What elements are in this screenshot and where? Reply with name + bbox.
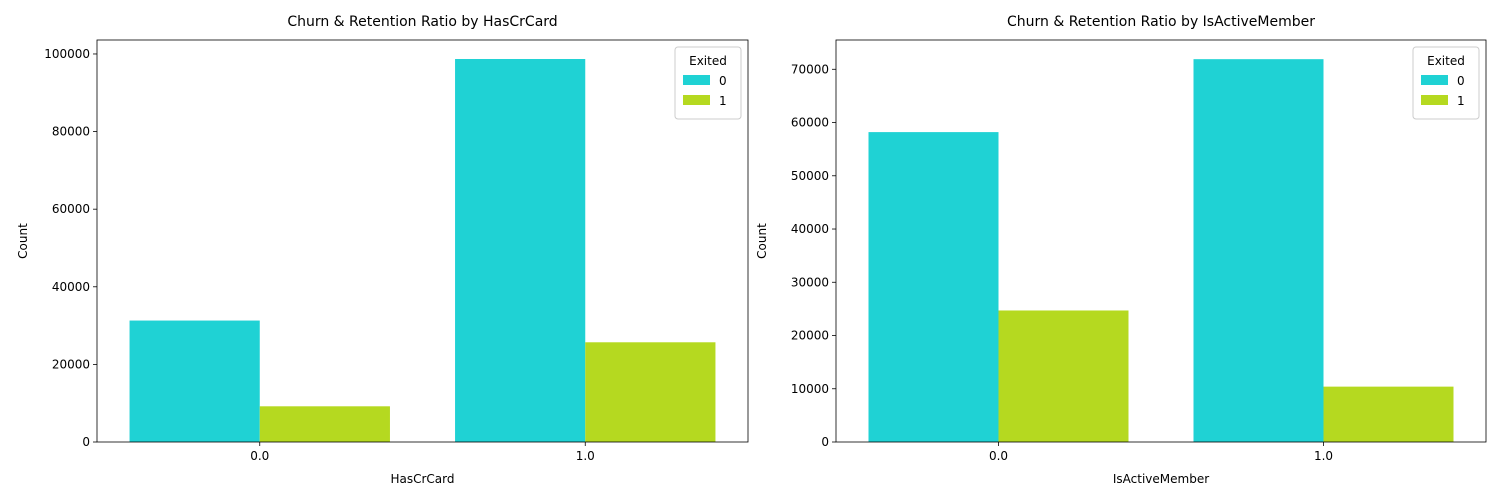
legend-swatch-1 — [683, 95, 710, 105]
y-tick-label: 20000 — [52, 357, 90, 371]
y-tick-label: 0 — [82, 435, 90, 449]
y-tick-label: 20000 — [791, 329, 829, 343]
legend-label-1: 1 — [1457, 94, 1465, 108]
y-axis-label: Count — [755, 223, 769, 259]
legend-title: Exited — [1427, 54, 1465, 68]
y-tick-label: 70000 — [791, 62, 829, 76]
x-tick-label: 1.0 — [576, 449, 595, 463]
bar-series-0-cat-1 — [455, 59, 586, 442]
legend: Exited 0 1 — [674, 46, 742, 120]
bar-series-0-cat-0 — [868, 132, 999, 443]
legend-swatch-0 — [1421, 75, 1448, 85]
y-tick-label: 60000 — [791, 116, 829, 130]
legend-swatch-1 — [1421, 95, 1448, 105]
bar-series-0-cat-1 — [1193, 59, 1324, 443]
plot-frame — [835, 39, 1487, 443]
chart-panel-2: 0 10000 20000 30000 40000 50000 60000 70000 0.0 1… — [755, 14, 1487, 486]
bar-series-0-cat-0 — [129, 320, 260, 442]
legend-title: Exited — [689, 54, 727, 68]
y-tick-label: 100000 — [44, 47, 90, 61]
chart-title: Churn & Retention Ratio by IsActiveMembe… — [1007, 14, 1315, 30]
legend-swatch-0 — [683, 75, 710, 85]
bar-series-1-cat-0 — [259, 406, 390, 442]
legend-label-0: 0 — [719, 74, 727, 88]
bar-series-1-cat-1 — [1323, 386, 1454, 442]
chart-panel-1: 0 20000 40000 60000 80000 100000 0.0 1.0 Churn &… — [16, 14, 749, 486]
y-tick-label: 50000 — [791, 169, 829, 183]
y-tick-label: 60000 — [52, 202, 90, 216]
y-tick-label: 10000 — [791, 382, 829, 396]
y-axis-label: Count — [16, 223, 30, 259]
bar-series-1-cat-1 — [585, 342, 716, 442]
y-tick-label: 0 — [821, 435, 829, 449]
x-axis-label: HasCrCard — [390, 472, 454, 486]
plot-frame — [96, 39, 749, 443]
y-tick-label: 30000 — [791, 275, 829, 289]
x-tick-label: 1.0 — [1314, 449, 1333, 463]
y-tick-label: 40000 — [52, 280, 90, 294]
y-tick-label: 80000 — [52, 125, 90, 139]
x-tick-label: 0.0 — [989, 449, 1008, 463]
bar-series-1-cat-0 — [998, 310, 1129, 442]
legend-label-1: 1 — [719, 94, 727, 108]
x-axis-label: IsActiveMember — [1113, 472, 1209, 486]
x-tick-label: 0.0 — [250, 449, 269, 463]
y-tick-label: 40000 — [791, 222, 829, 236]
chart-title: Churn & Retention Ratio by HasCrCard — [287, 14, 557, 30]
legend: Exited 0 1 — [1412, 46, 1480, 120]
legend-label-0: 0 — [1457, 74, 1465, 88]
